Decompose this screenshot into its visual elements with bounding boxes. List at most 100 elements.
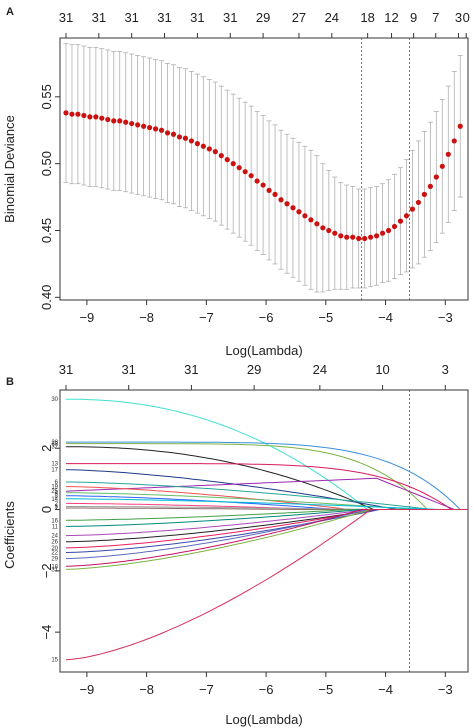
panel-a-error-bars bbox=[63, 42, 463, 293]
deviance-point bbox=[278, 197, 284, 203]
panel-b-x-tick-label: −5 bbox=[318, 682, 333, 697]
deviance-point bbox=[403, 213, 410, 219]
coefficient-path bbox=[65, 509, 468, 567]
deviance-point bbox=[421, 191, 427, 197]
deviance-point bbox=[248, 173, 254, 179]
deviance-point bbox=[338, 233, 344, 239]
deviance-point bbox=[212, 149, 218, 155]
deviance-point bbox=[427, 183, 433, 189]
panel-a-x-tick-label: −6 bbox=[259, 310, 274, 325]
path-label: 31 bbox=[51, 567, 58, 573]
deviance-point bbox=[158, 127, 165, 133]
deviance-point bbox=[296, 209, 302, 215]
panel-a-top-axis: 31 31 31 31 31 31 29 27 24 18 12 9 7 3 0 bbox=[59, 10, 470, 38]
panel-a-top-tick-label: 31 bbox=[59, 10, 73, 25]
panel-a-top-tick-label: 18 bbox=[360, 10, 374, 25]
path-label: 15 bbox=[51, 658, 58, 664]
path-label: 17 bbox=[51, 468, 58, 474]
deviance-point bbox=[152, 126, 159, 132]
deviance-point bbox=[164, 130, 171, 136]
path-label: 11 bbox=[52, 524, 59, 530]
panel-a-top-tick-label: 27 bbox=[292, 10, 306, 25]
path-label: 19 bbox=[51, 485, 58, 491]
panel-a-y-tick-label: 0.45 bbox=[39, 218, 54, 243]
panel-a-x-tick-label: −5 bbox=[318, 310, 333, 325]
path-label: 28 bbox=[51, 440, 58, 446]
path-label: 26 bbox=[51, 540, 58, 546]
panel-a-top-tick-label: 24 bbox=[325, 10, 339, 25]
deviance-point bbox=[254, 178, 260, 184]
panel-b-coefficient-paths bbox=[65, 398, 468, 661]
panel-a-points bbox=[63, 110, 463, 242]
deviance-point bbox=[87, 114, 93, 120]
deviance-point bbox=[272, 191, 278, 197]
path-label: 1 bbox=[55, 506, 59, 512]
panel-a-top-tick-label: 31 bbox=[92, 10, 106, 25]
deviance-point bbox=[409, 206, 416, 212]
deviance-point bbox=[194, 141, 200, 147]
coefficient-path bbox=[65, 509, 468, 661]
panel-a-top-tick-label: 3 bbox=[455, 10, 462, 25]
panel-a-top-tick-label: 7 bbox=[432, 10, 439, 25]
panel-a-x-tick-label: −4 bbox=[378, 310, 393, 325]
panel-b-x-tick-label: −4 bbox=[378, 682, 393, 697]
deviance-point bbox=[224, 157, 230, 163]
deviance-point bbox=[81, 112, 87, 119]
panel-b-y-tick-label: −4 bbox=[39, 625, 54, 640]
deviance-point bbox=[170, 131, 177, 137]
path-label: 30 bbox=[51, 397, 58, 403]
panel-a-top-tick-label: 31 bbox=[157, 10, 171, 25]
deviance-point bbox=[111, 118, 117, 124]
panel-b-x-axis: −9 −8 −7 −6 −5 −4 −3 bbox=[79, 672, 453, 697]
panel-b-top-tick-label: 31 bbox=[184, 362, 198, 377]
deviance-point bbox=[302, 213, 308, 219]
path-label: 22 bbox=[51, 550, 58, 556]
path-label: 6 bbox=[55, 480, 59, 486]
panel-a-y-axis-title: Binomial Deviance bbox=[2, 115, 17, 223]
path-label: 4 bbox=[55, 491, 59, 497]
deviance-point bbox=[284, 201, 290, 207]
panel-a-top-tick-label: 12 bbox=[384, 10, 398, 25]
coefficient-path bbox=[66, 441, 468, 510]
deviance-point bbox=[445, 151, 451, 157]
panel-b-top-tick-label: 31 bbox=[59, 362, 73, 377]
deviance-point bbox=[391, 223, 398, 230]
panel-b-top-tick-label: 10 bbox=[375, 362, 389, 377]
panel-b-y-tick-label: 0 bbox=[39, 506, 54, 513]
panel-a-y-tick-label: 0.55 bbox=[39, 84, 54, 109]
deviance-point bbox=[356, 235, 362, 242]
coefficient-path bbox=[66, 463, 468, 510]
panel-b-top-tick-label: 29 bbox=[247, 362, 261, 377]
panel-a-y-axis: 0.40 0.45 0.50 0.55 bbox=[39, 84, 60, 310]
deviance-point bbox=[266, 187, 272, 193]
deviance-point bbox=[320, 225, 326, 231]
coefficient-path bbox=[66, 481, 468, 510]
coefficient-path bbox=[65, 509, 468, 549]
panel-a-x-axis-title: Log(Lambda) bbox=[225, 343, 302, 358]
deviance-point bbox=[368, 234, 374, 240]
panel-a: A 31 31 31 31 31 31 29 27 24 18 12 9 7 3 0 −9 −8 −7 −6 −5−… bbox=[2, 6, 470, 358]
coefficient-path bbox=[66, 443, 468, 510]
path-label: 32 bbox=[51, 445, 58, 451]
panel-a-plot-frame bbox=[59, 37, 469, 301]
panel-a-x-tick-label: −7 bbox=[199, 310, 214, 325]
panel-b-x-tick-label: −7 bbox=[199, 682, 214, 697]
panel-b-path-labels: 3028333213172561948142511611242620222918… bbox=[51, 397, 58, 664]
deviance-point bbox=[415, 199, 422, 206]
panel-a-x-tick-label: −9 bbox=[79, 310, 94, 325]
deviance-point bbox=[362, 235, 368, 242]
deviance-point bbox=[332, 230, 338, 236]
path-label: 33 bbox=[51, 442, 58, 448]
path-label: 14 bbox=[51, 497, 58, 503]
coefficient-path bbox=[65, 509, 468, 537]
deviance-point bbox=[308, 217, 314, 223]
panel-b-x-tick-label: −8 bbox=[139, 682, 154, 697]
panel-a-y-tick-label: 0.40 bbox=[39, 285, 54, 310]
coefficient-path bbox=[66, 486, 468, 510]
panel-b-top-tick-label: 24 bbox=[313, 362, 327, 377]
deviance-point bbox=[206, 146, 212, 152]
deviance-point bbox=[63, 110, 69, 116]
panel-b-y-tick-label: 2 bbox=[39, 445, 54, 452]
deviance-point bbox=[99, 115, 105, 121]
deviance-point bbox=[451, 138, 457, 144]
